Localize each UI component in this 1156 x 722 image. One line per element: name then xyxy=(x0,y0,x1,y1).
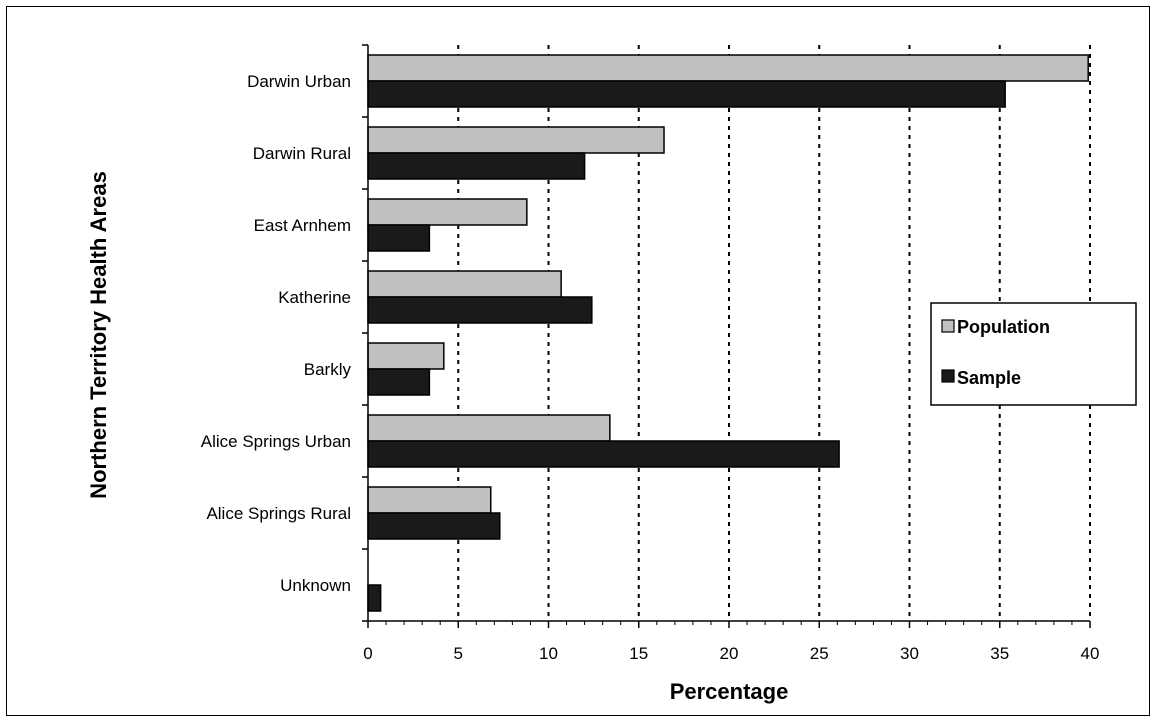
category-labels: Darwin Urban Darwin Rural East Arnhem Kathe… xyxy=(201,72,352,595)
category-label: Darwin Rural xyxy=(253,144,351,163)
x-tick-label: 0 xyxy=(363,644,372,663)
category-label: Alice Springs Urban xyxy=(201,432,351,451)
x-tick-label: 35 xyxy=(990,644,1009,663)
bar-population-2 xyxy=(367,126,665,154)
bar-sample-1 xyxy=(367,80,1006,108)
category-label: Barkly xyxy=(304,360,352,379)
bar-sample-4 xyxy=(367,296,593,324)
x-tick-label: 10 xyxy=(539,644,558,663)
bar-sample-7 xyxy=(367,512,501,540)
bar-sample-6 xyxy=(367,440,840,468)
bar-sample-5 xyxy=(367,368,431,396)
legend-label-population: Population xyxy=(957,317,1050,337)
category-label: East Arnhem xyxy=(254,216,351,235)
x-tick-label: 5 xyxy=(454,644,463,663)
x-tick-label: 30 xyxy=(900,644,919,663)
x-axis-title: Percentage xyxy=(670,679,789,704)
x-tick-label: 40 xyxy=(1081,644,1100,663)
x-tick-labels: 0 5 10 15 20 25 30 35 40 xyxy=(363,644,1099,663)
legend-swatch-population xyxy=(941,319,955,333)
axes xyxy=(362,44,1091,628)
bar-population-6 xyxy=(367,414,611,442)
category-label: Alice Springs Rural xyxy=(206,504,351,523)
x-tick-label: 15 xyxy=(629,644,648,663)
x-tick-label: 25 xyxy=(810,644,829,663)
bar-sample-3 xyxy=(367,224,431,252)
legend-label-sample: Sample xyxy=(957,368,1021,388)
category-label: Unknown xyxy=(280,576,351,595)
category-label: Katherine xyxy=(278,288,351,307)
bars xyxy=(367,54,1089,612)
y-axis-title: Northern Territory Health Areas xyxy=(86,171,111,499)
bar-sample-2 xyxy=(367,152,586,180)
x-tick-label: 20 xyxy=(720,644,739,663)
bar-population-1 xyxy=(367,54,1089,82)
legend-swatch-sample xyxy=(941,369,955,383)
bar-population-5 xyxy=(367,342,445,370)
bar-population-3 xyxy=(367,198,528,226)
legend-box xyxy=(930,302,1137,406)
bar-population-4 xyxy=(367,270,562,298)
legend: Population Sample xyxy=(930,302,1137,406)
bar-population-7 xyxy=(367,486,492,514)
category-label: Darwin Urban xyxy=(247,72,351,91)
bar-sample-8 xyxy=(367,584,382,612)
